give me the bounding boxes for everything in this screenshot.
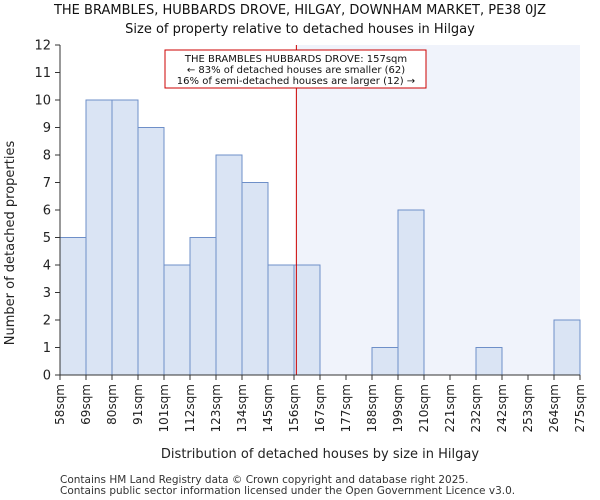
larger-properties-shade <box>296 45 580 375</box>
x-tick-label: 188sqm <box>365 384 379 432</box>
x-tick-label: 167sqm <box>313 384 327 432</box>
bar-80sqm <box>111 99 139 376</box>
annotation-line-3: 16% of semi-detached houses are larger (… <box>177 76 415 87</box>
y-tick-label: 6 <box>43 204 51 219</box>
bar-232sqm <box>475 347 503 376</box>
y-tick-label: 0 <box>43 369 51 384</box>
x-tick-label: 275sqm <box>573 384 587 432</box>
y-tick-label: 2 <box>43 314 51 329</box>
bar-156sqm <box>293 264 321 376</box>
x-tick-label: 156sqm <box>287 384 301 432</box>
bar-91sqm <box>137 127 165 376</box>
bar-145sqm <box>267 264 295 376</box>
bar-123sqm <box>215 154 243 376</box>
x-tick-label: 112sqm <box>183 384 197 432</box>
y-tick-label: 4 <box>43 259 51 274</box>
x-tick-label: 145sqm <box>261 384 275 432</box>
bar-134sqm <box>241 182 269 376</box>
x-tick-label: 101sqm <box>157 384 171 432</box>
bar-58sqm <box>59 237 87 376</box>
y-tick-label: 3 <box>43 286 51 301</box>
bar-69sqm <box>85 99 113 376</box>
y-tick-label: 7 <box>43 176 51 191</box>
annotation-line-1: THE BRAMBLES HUBBARDS DROVE: 157sqm <box>184 54 407 65</box>
y-tick-label: 1 <box>43 341 51 356</box>
annotation-frame <box>164 49 427 89</box>
x-axis-label: Distribution of detached houses by size … <box>161 447 479 462</box>
x-tick-label: 69sqm <box>79 384 93 425</box>
x-tick-label: 253sqm <box>521 384 535 432</box>
x-tick-label: 242sqm <box>495 384 509 432</box>
annotation-box: THE BRAMBLES HUBBARDS DROVE: 157sqm ← 83… <box>164 49 427 89</box>
annotation-line-2: ← 83% of detached houses are smaller (62… <box>187 65 405 76</box>
x-tick-label: 264sqm <box>547 384 561 432</box>
x-tick-label: 91sqm <box>131 384 145 425</box>
y-tick-label: 8 <box>43 149 51 164</box>
x-tick-label: 177sqm <box>339 384 353 432</box>
x-tick-label: 232sqm <box>469 384 483 432</box>
bars-group <box>59 99 581 376</box>
chart-title: THE BRAMBLES, HUBBARDS DROVE, HILGAY, DO… <box>53 3 546 18</box>
y-tick-label: 9 <box>43 121 51 136</box>
x-tick-label: 123sqm <box>209 384 223 432</box>
x-tick-label: 80sqm <box>105 384 119 425</box>
x-tick-label: 221sqm <box>443 384 457 432</box>
bar-264sqm <box>553 319 581 376</box>
y-tick-label: 12 <box>34 39 51 54</box>
x-tick-label: 210sqm <box>417 384 431 432</box>
bar-199sqm <box>397 209 425 376</box>
x-ticks-group: 58sqm 69sqm 80sqm 91sqm 101sqm 112sqm 123sqm 13… <box>53 375 587 432</box>
x-tick-label: 199sqm <box>391 384 405 432</box>
x-tick-label: 58sqm <box>53 384 67 425</box>
x-tick-label: 134sqm <box>235 384 249 432</box>
footer-line-2: Contains public sector information licen… <box>60 485 515 497</box>
bar-112sqm <box>189 237 217 376</box>
y-tick-label: 10 <box>34 94 51 109</box>
footer-line-1: Contains HM Land Registry data © Crown c… <box>60 474 468 486</box>
y-axis-label: Number of detached properties <box>3 141 18 346</box>
bar-188sqm <box>371 347 399 376</box>
chart-subtitle: Size of property relative to detached ho… <box>125 22 475 37</box>
bar-101sqm <box>163 264 191 376</box>
y-tick-label: 11 <box>34 66 51 81</box>
y-tick-label: 5 <box>43 231 51 246</box>
